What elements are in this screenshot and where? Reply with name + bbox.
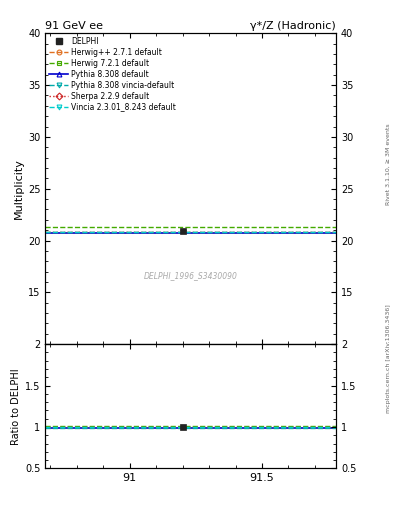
Text: 91 GeV ee: 91 GeV ee [45, 21, 103, 31]
Text: mcplots.cern.ch [arXiv:1306.3436]: mcplots.cern.ch [arXiv:1306.3436] [386, 304, 391, 413]
Y-axis label: Multiplicity: Multiplicity [14, 158, 24, 219]
Text: Rivet 3.1.10, ≥ 3M events: Rivet 3.1.10, ≥ 3M events [386, 123, 391, 205]
Text: γ*/Z (Hadronic): γ*/Z (Hadronic) [250, 21, 336, 31]
Y-axis label: Ratio to DELPHI: Ratio to DELPHI [11, 368, 21, 444]
Text: DELPHI_1996_S3430090: DELPHI_1996_S3430090 [144, 271, 237, 280]
Legend: DELPHI, Herwig++ 2.7.1 default, Herwig 7.2.1 default, Pythia 8.308 default, Pyth: DELPHI, Herwig++ 2.7.1 default, Herwig 7… [48, 35, 178, 113]
